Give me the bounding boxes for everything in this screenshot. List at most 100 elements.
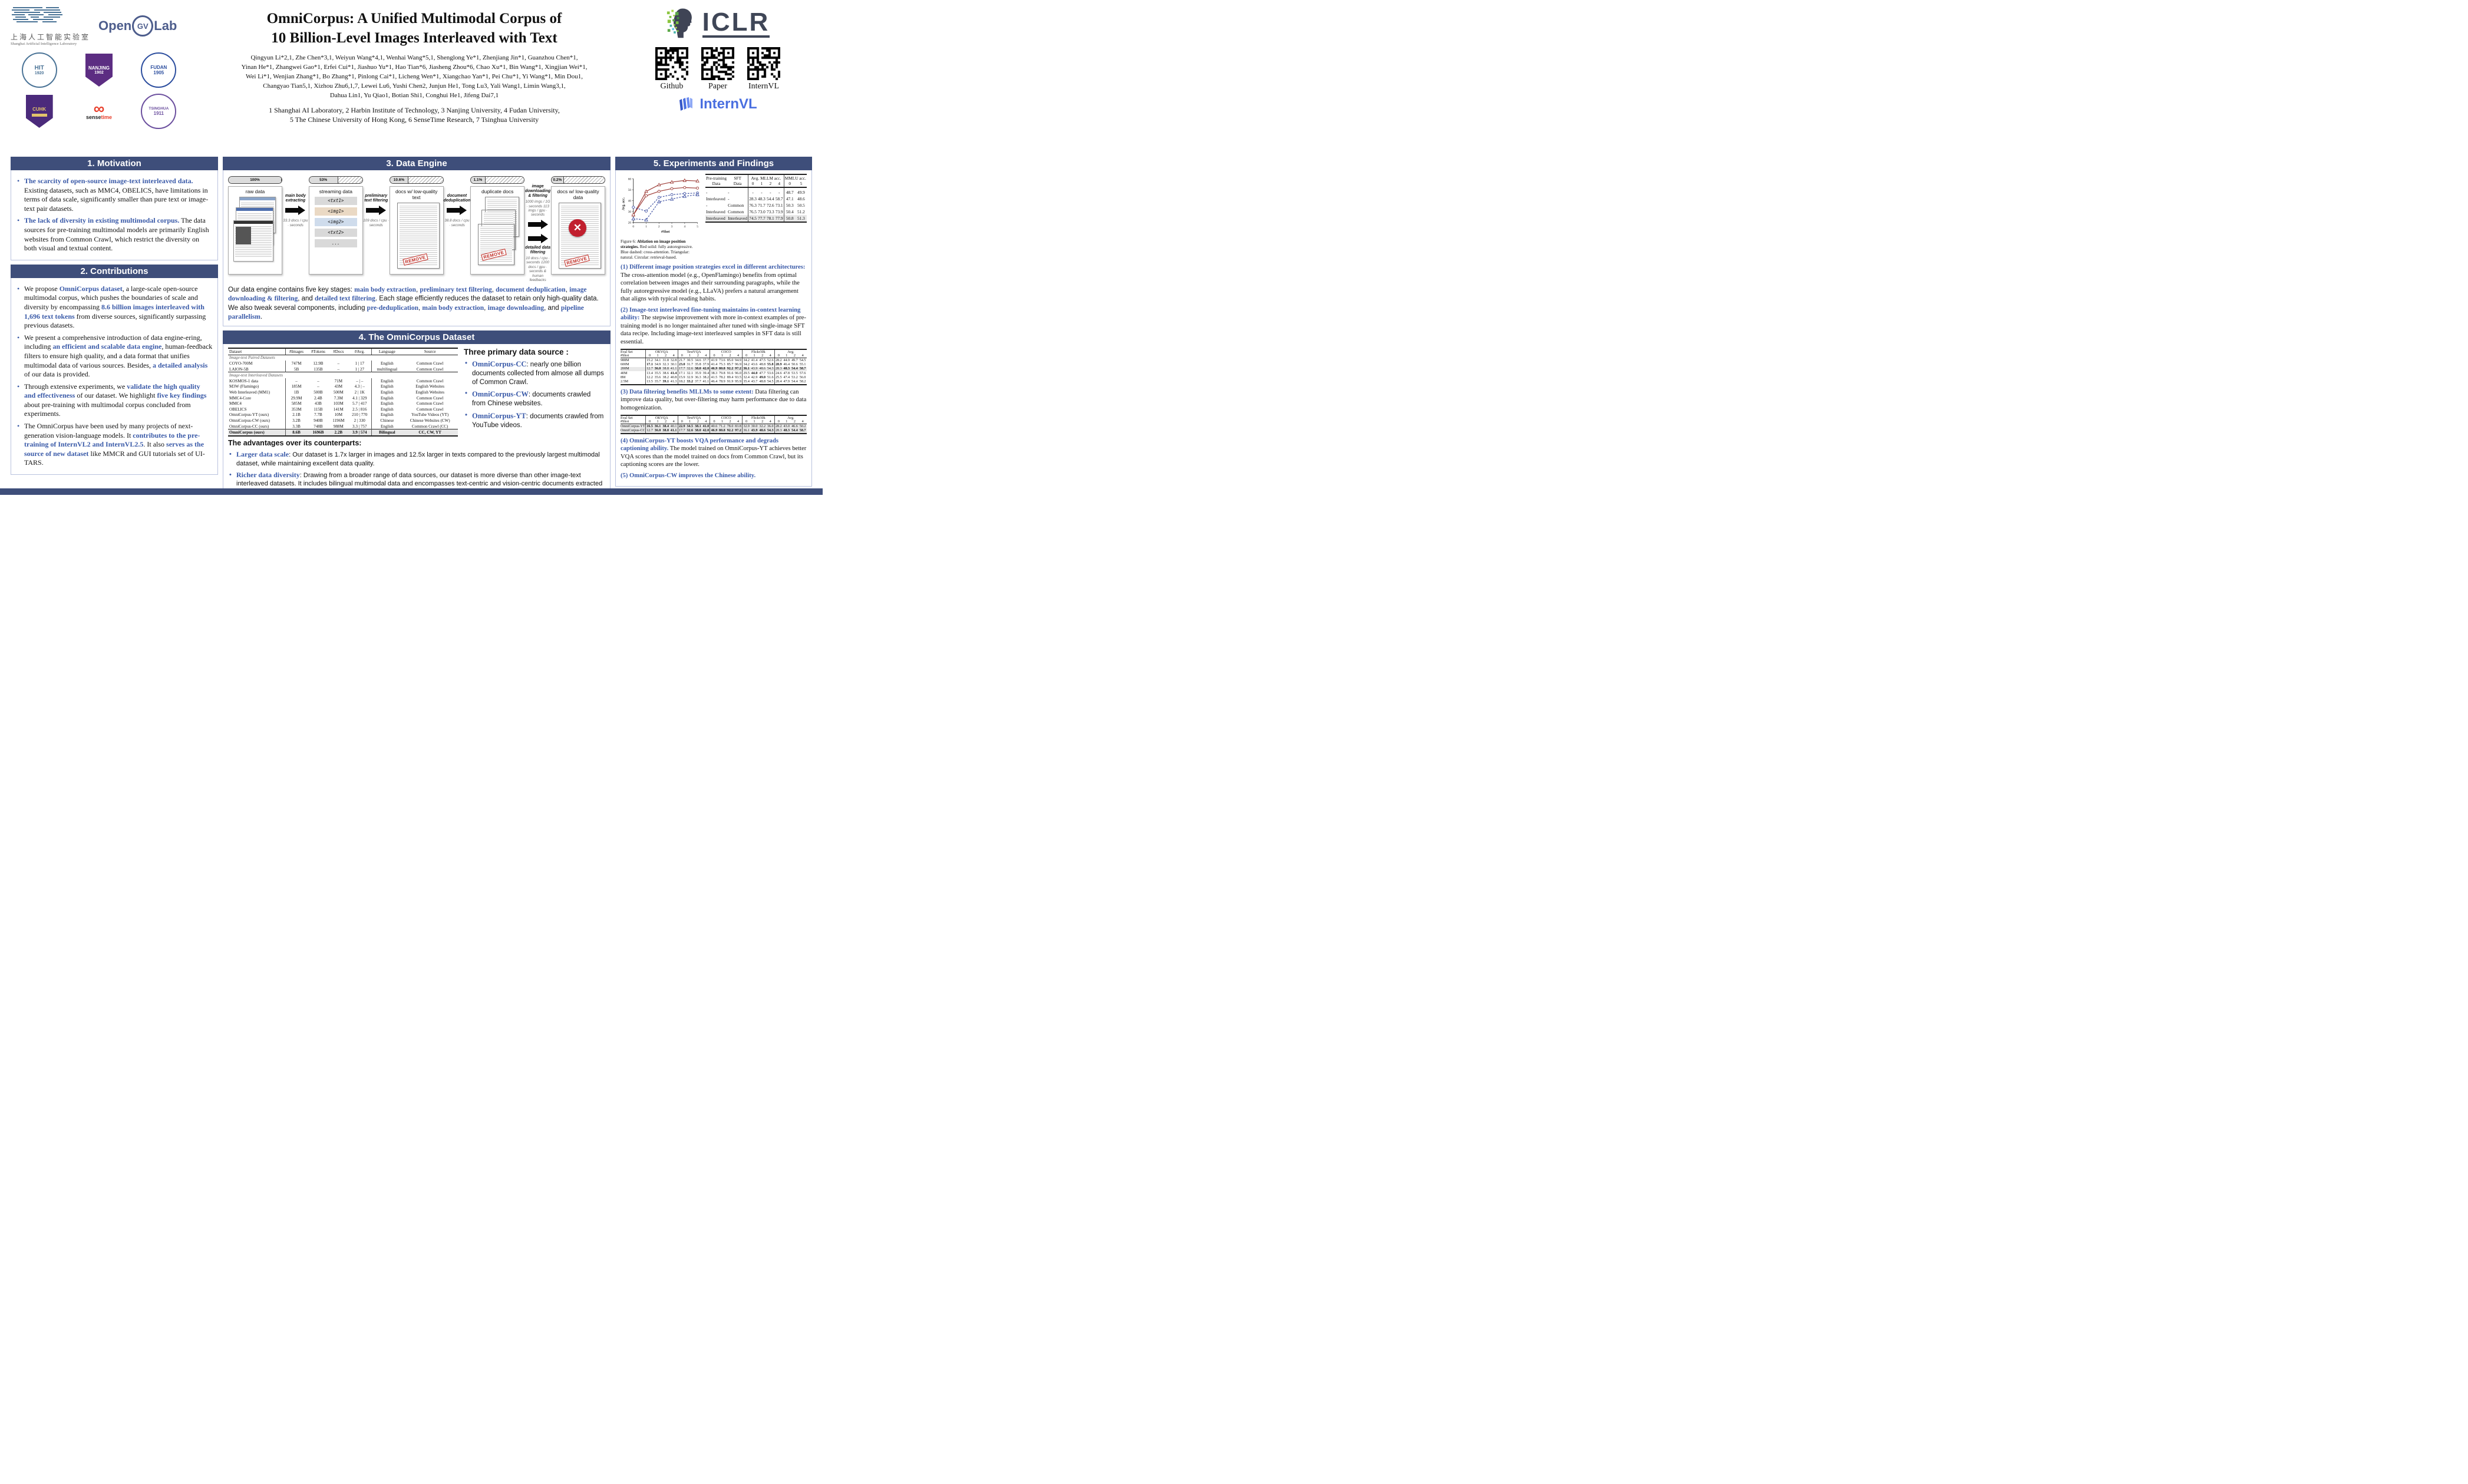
university-badges: HIT 1920 NANJING 1902 FUDAN 1905 CUHK (11, 52, 187, 130)
finding-5: (5) OmniCorpus-CW improves the Chinese a… (621, 472, 756, 479)
footer-bar (0, 488, 823, 495)
svg-text:50: 50 (628, 189, 632, 192)
section-contributions: 2. Contributions We propose OmniCorpus d… (11, 264, 218, 475)
svg-text:20: 20 (628, 222, 632, 225)
stream-tag: <txt1> (314, 196, 357, 205)
bullet-item: The OmniCorpus have been used by many pr… (16, 422, 213, 468)
section-omnicorpus-dataset: 4. The OmniCorpus Dataset Dataset #Images… (223, 330, 611, 495)
finding-1: (1) Different image position strategies … (621, 264, 806, 303)
arrow-icon (366, 206, 387, 216)
finding-3: (3) Data filtering benefits MLLMs to som… (621, 388, 807, 411)
stage-raw-data: 100% raw data (228, 176, 282, 275)
arrow-icon (527, 219, 548, 229)
title-line-1: OmniCorpus: A Unified Multimodal Corpus … (266, 11, 562, 27)
header-right: ICLR Github Paper InternVL (623, 6, 812, 156)
opengvlab-lab: Lab (154, 18, 177, 33)
table-row: OmniCorpus-YT (ours) 2.1B 7.7B 10M 210 | 770… (229, 412, 449, 418)
table-row: LAION-5B 5B 135B –1 | 27 multilingual Common … (229, 366, 444, 372)
progress-bar: 10.6% (389, 176, 444, 184)
svg-text:#Shot: #Shot (661, 230, 669, 234)
internvl-wordmark: InternVL (700, 96, 757, 112)
shanghai-ai-lab-logo: 上海人工智能实验室 Shanghai Artificial Intelligen… (11, 6, 90, 46)
section-data-engine-title: 3. Data Engine (223, 157, 611, 170)
authors-line: Changyao Tian5,1, Xizhou Zhu6,1,7, Lewei… (263, 82, 566, 90)
hit-logo: HIT 1920 (11, 52, 68, 88)
table-row: 988M 15.2 34.1 31.8 32.8 21.7 30.5 34.6 37.7 41.9… (621, 358, 806, 363)
header-center: OmniCorpus: A Unified Multimodal Corpus … (211, 6, 618, 156)
contributions-list: We propose OmniCorpus dataset, a large-s… (16, 285, 213, 468)
reject-x-icon: ✕ (568, 219, 586, 237)
stream-tag: <img2> (314, 217, 357, 226)
motivation-list: The scarcity of open-source image-text i… (16, 177, 213, 253)
svg-text:40: 40 (628, 199, 632, 203)
shot-table-el: Eval Set OKVQA TextVQA COCO Flickr30k Avg. #Sh… (621, 415, 807, 434)
table-row: Interleaved -28.3 48.3 54.4 58.7 47.1 48.6 (706, 196, 805, 202)
ablation-table-el: Pre-training SFT Avg. MLLM acc. MMLU acc. Da… (705, 174, 807, 223)
iclr-head-icon (667, 8, 692, 38)
table-row: COYO-700M 747M 12.9B –1 | 17 English Common C… (229, 361, 444, 366)
svg-text:2: 2 (658, 225, 660, 229)
poster-title: OmniCorpus: A Unified Multimodal Corpus … (211, 9, 618, 48)
title-line-2: 10 Billion-Level Images Interleaved with… (271, 29, 557, 46)
bullet-item: Through extensive experiments, we valida… (16, 382, 213, 419)
main-content: 1. Motivation The scarcity of open-sourc… (0, 157, 823, 495)
shanghai-ai-lab-en: Shanghai Artificial Intelligence Laborat… (11, 42, 77, 46)
left-column: 1. Motivation The scarcity of open-sourc… (11, 157, 218, 475)
stream-tag: <txt2> (314, 228, 357, 237)
svg-text:30: 30 (628, 210, 632, 214)
stage-duplicate-docs: 1.1% duplicate docs REMOVE (470, 176, 525, 275)
low-quality-data-illustration: ✕ REMOVE (557, 202, 601, 269)
affiliations-line: 5 The Chinese University of Hong Kong, 6… (289, 115, 539, 124)
qr-label: Github (660, 82, 684, 91)
svg-text:1: 1 (645, 225, 647, 229)
progress-bar: 0.2% (550, 176, 605, 184)
raw-data-illustration (233, 196, 277, 262)
authors-block: Qingyun Li*2,1, Zhe Chen*3,1, Weiyun Wan… (211, 54, 618, 101)
table-row: 2.5M 13.5 35.7 39.1 41.3 18.2 33.2 37.7 41.1 46.4… (621, 379, 807, 385)
streaming-tags-illustration: <txt1> <img1> <img2> <txt2>... (311, 196, 361, 247)
table-row: OmniCorpus (ours) 8.6B 1696B 2.2B 3.9 | 574 B… (228, 429, 458, 437)
finding-4: (4) OmniCorpus-YT boosts VQA performance… (621, 437, 807, 468)
affiliations-block: 1 Shanghai AI Laboratory, 2 Harbin Insti… (211, 105, 618, 125)
section-contributions-title: 2. Contributions (11, 264, 218, 278)
svg-text:60: 60 (628, 177, 632, 181)
figure-6: 20 30 40 50 60 0 1 2 3 4 5 Avg. acc. #Shot Figure 6:… (621, 174, 701, 260)
data-engine-diagram: 100% raw data main bod (228, 176, 605, 283)
internvl-book-icon (679, 97, 693, 111)
nanjing-university-logo: NANJING 1902 (70, 52, 127, 88)
finding-2: (2) Image-text interleaved fine-tuning m… (621, 306, 806, 345)
svg-text:0: 0 (632, 225, 634, 229)
qr-label: Paper (708, 82, 727, 91)
stage-low-quality-text: 10.6% docs w/ low-quality text REMOVE (389, 176, 444, 275)
table-row: 600M 17.1 34.9 32.3 30.1 23.0 31.7 35.8 37.9 41.4… (621, 362, 806, 367)
arrow-icon (285, 206, 306, 216)
stage-title: duplicate docs (481, 189, 514, 194)
stage-streaming-data: 53% streaming data <txt1> <img1> <img2> <tx… (308, 176, 363, 275)
bullet-item: The scarcity of open-source image-text i… (16, 177, 213, 213)
shanghai-ai-lab-mark-icon (12, 7, 62, 22)
qr-label: InternVL (748, 82, 780, 91)
paper-qr-icon (701, 47, 734, 80)
bullet-item: OmniCorpus-YT: documents crawled from Yo… (464, 411, 605, 430)
authors-line: Dahua Lin1, Yu Qiao1, Botian Shi1, Congh… (329, 91, 499, 99)
progress-bar: 53% (308, 176, 363, 184)
bullet-item: We propose OmniCorpus dataset, a large-s… (16, 285, 213, 330)
arrow-main-body-extracting: main body extracting 33.3 docs / cpu · s… (283, 194, 308, 227)
table-row: OmniCorpus-CC (ours) 3.3B 748B 988M 3.3 | 75… (229, 423, 448, 429)
duplicate-docs-illustration: REMOVE (477, 196, 520, 265)
advantages-heading: The advantages over its counterparts: (228, 438, 362, 447)
cuhk-logo: CUHK (11, 93, 68, 130)
stage-title: raw data (245, 189, 265, 194)
progress-bar: 100% (228, 176, 282, 184)
section-experiments-title: 5. Experiments and Findings (615, 157, 812, 170)
internvl-logo: InternVL (678, 96, 757, 113)
qr-github: Github (655, 47, 688, 91)
table-row: OmniCorpus-CC 12.7 36.0 38.8 41.1 17.7 32.6 38.… (621, 428, 807, 434)
bullet-item: OmniCorpus-CC: nearly one billion docume… (464, 359, 605, 387)
section-data-engine: 3. Data Engine 100% raw data (223, 157, 611, 326)
table-row: 200M 12.7 36.0 38.8 41.1 17.7 32.6 38.0 42.0 46.9… (621, 366, 807, 372)
shot-table-el: Eval Set OKVQA TextVQA COCO Flickr30k Avg. #Sh… (621, 349, 807, 385)
qr-internvl: InternVL (747, 47, 780, 91)
sources-heading: Three primary data source : (464, 347, 569, 356)
table-row: OmniCorpus-CW (ours) 3.2B 940B 1196M 2 | 330… (229, 418, 450, 424)
